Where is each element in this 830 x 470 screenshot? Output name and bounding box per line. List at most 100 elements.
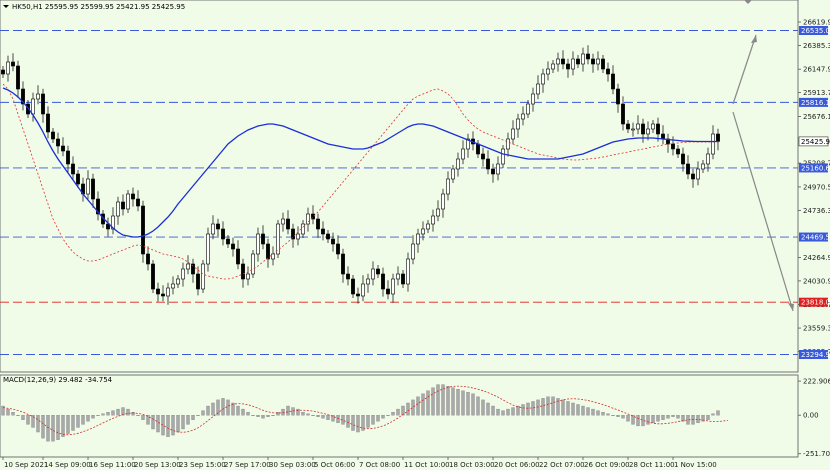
macd-bar <box>636 415 640 427</box>
macd-bar <box>471 393 475 416</box>
macd-bar <box>581 405 585 416</box>
candle-body <box>106 223 110 230</box>
candle-body <box>296 233 300 240</box>
candle-body <box>631 128 635 131</box>
macd-bar <box>71 415 75 431</box>
candle-body <box>36 93 40 100</box>
price-tick-label: 26385.30 <box>803 42 830 50</box>
price-tick-label: 24736.30 <box>803 207 830 215</box>
macd-bar <box>236 405 240 416</box>
price-tick-label: 26619.90 <box>803 19 830 27</box>
candle-body <box>696 168 700 180</box>
macd-signal-line <box>2 385 729 436</box>
candle-body <box>191 263 195 275</box>
macd-bar <box>381 415 385 419</box>
macd-bar <box>6 408 10 416</box>
macd-bar <box>171 415 175 436</box>
candle-body <box>126 193 130 210</box>
candle-body <box>391 278 395 295</box>
macd-bar <box>296 408 300 416</box>
candle-body <box>516 118 520 130</box>
macd-bar <box>666 415 670 419</box>
candle-body <box>221 228 225 240</box>
candle-body <box>51 131 55 140</box>
symbol-title: HK50,H1 25595.95 25599.95 25421.95 25425… <box>12 3 185 11</box>
candle-body <box>411 243 415 260</box>
macd-bar <box>491 405 495 416</box>
candle-body <box>181 268 185 280</box>
time-tick-label: 1 Nov 15:00 <box>674 461 717 469</box>
macd-bar <box>366 415 370 428</box>
macd-bar <box>596 410 600 416</box>
up-forecast-arrow <box>732 34 757 105</box>
macd-bar <box>521 404 525 416</box>
candle-body <box>111 215 115 230</box>
candle-body <box>636 123 640 130</box>
candle-body <box>431 215 435 225</box>
candle-body <box>156 288 160 295</box>
macd-bar <box>46 415 50 442</box>
time-tick-label: 18 Oct 03:00 <box>449 461 495 469</box>
macd-bar <box>281 408 285 416</box>
macd-bar <box>706 415 710 420</box>
macd-bar <box>606 413 610 416</box>
candle-body <box>656 123 660 135</box>
macd-bar <box>241 408 245 416</box>
level-price-label: 23818.00 <box>801 299 830 307</box>
macd-bar <box>391 411 395 416</box>
candle-body <box>586 53 590 60</box>
macd-bar <box>591 408 595 416</box>
price-tick-label: 24030.90 <box>803 277 830 285</box>
level-price-box <box>799 163 828 173</box>
shift-marker-icon[interactable] <box>744 0 752 4</box>
candle-body <box>271 253 275 260</box>
macd-bar <box>556 398 560 416</box>
macd-bar <box>36 415 40 433</box>
macd-bar <box>616 415 620 417</box>
macd-bar <box>626 415 630 422</box>
macd-bar <box>311 415 315 416</box>
macd-bar <box>416 396 420 416</box>
current-price-box <box>798 136 829 147</box>
macd-bar <box>466 392 470 416</box>
macd-bar <box>91 415 95 419</box>
macd-pane[interactable]: MACD(12,26,9) 29.482 -34.754 <box>0 374 799 458</box>
candle-body <box>236 248 240 265</box>
candle-body <box>231 243 235 250</box>
candle-body <box>346 273 350 280</box>
candle-body <box>371 268 375 280</box>
macd-bar <box>151 415 155 430</box>
candle-body <box>441 193 445 210</box>
macd-bar <box>166 415 170 437</box>
candle-body <box>286 218 290 230</box>
macd-bar <box>201 410 205 416</box>
macd-bar <box>226 399 230 416</box>
candle-body <box>196 273 200 290</box>
down-arrow-head-icon <box>788 303 794 311</box>
candle-body <box>256 233 260 255</box>
candle-body <box>416 233 420 245</box>
candle-body <box>336 243 340 255</box>
dropdown-triangle-icon[interactable] <box>3 5 9 8</box>
candle-body <box>616 88 620 105</box>
macd-bar <box>331 415 335 422</box>
down-forecast-arrow <box>732 111 794 312</box>
candle-body <box>136 198 140 207</box>
macd-histogram <box>1 384 720 442</box>
candle-body <box>321 228 325 235</box>
macd-bar <box>301 411 305 416</box>
candle-body <box>281 218 285 225</box>
candle-body <box>651 123 655 130</box>
macd-bar <box>336 415 340 424</box>
candle-body <box>266 243 270 260</box>
macd-axis: 222.906 0.00 -251.706 <box>798 378 830 458</box>
candle-body <box>146 253 150 265</box>
candle-body <box>571 58 575 70</box>
candle-body <box>121 201 125 210</box>
price-pane[interactable]: HK50,H1 25595.95 25599.95 25421.95 25425… <box>0 0 799 373</box>
candle-body <box>561 58 565 65</box>
macd-bar <box>696 415 700 424</box>
